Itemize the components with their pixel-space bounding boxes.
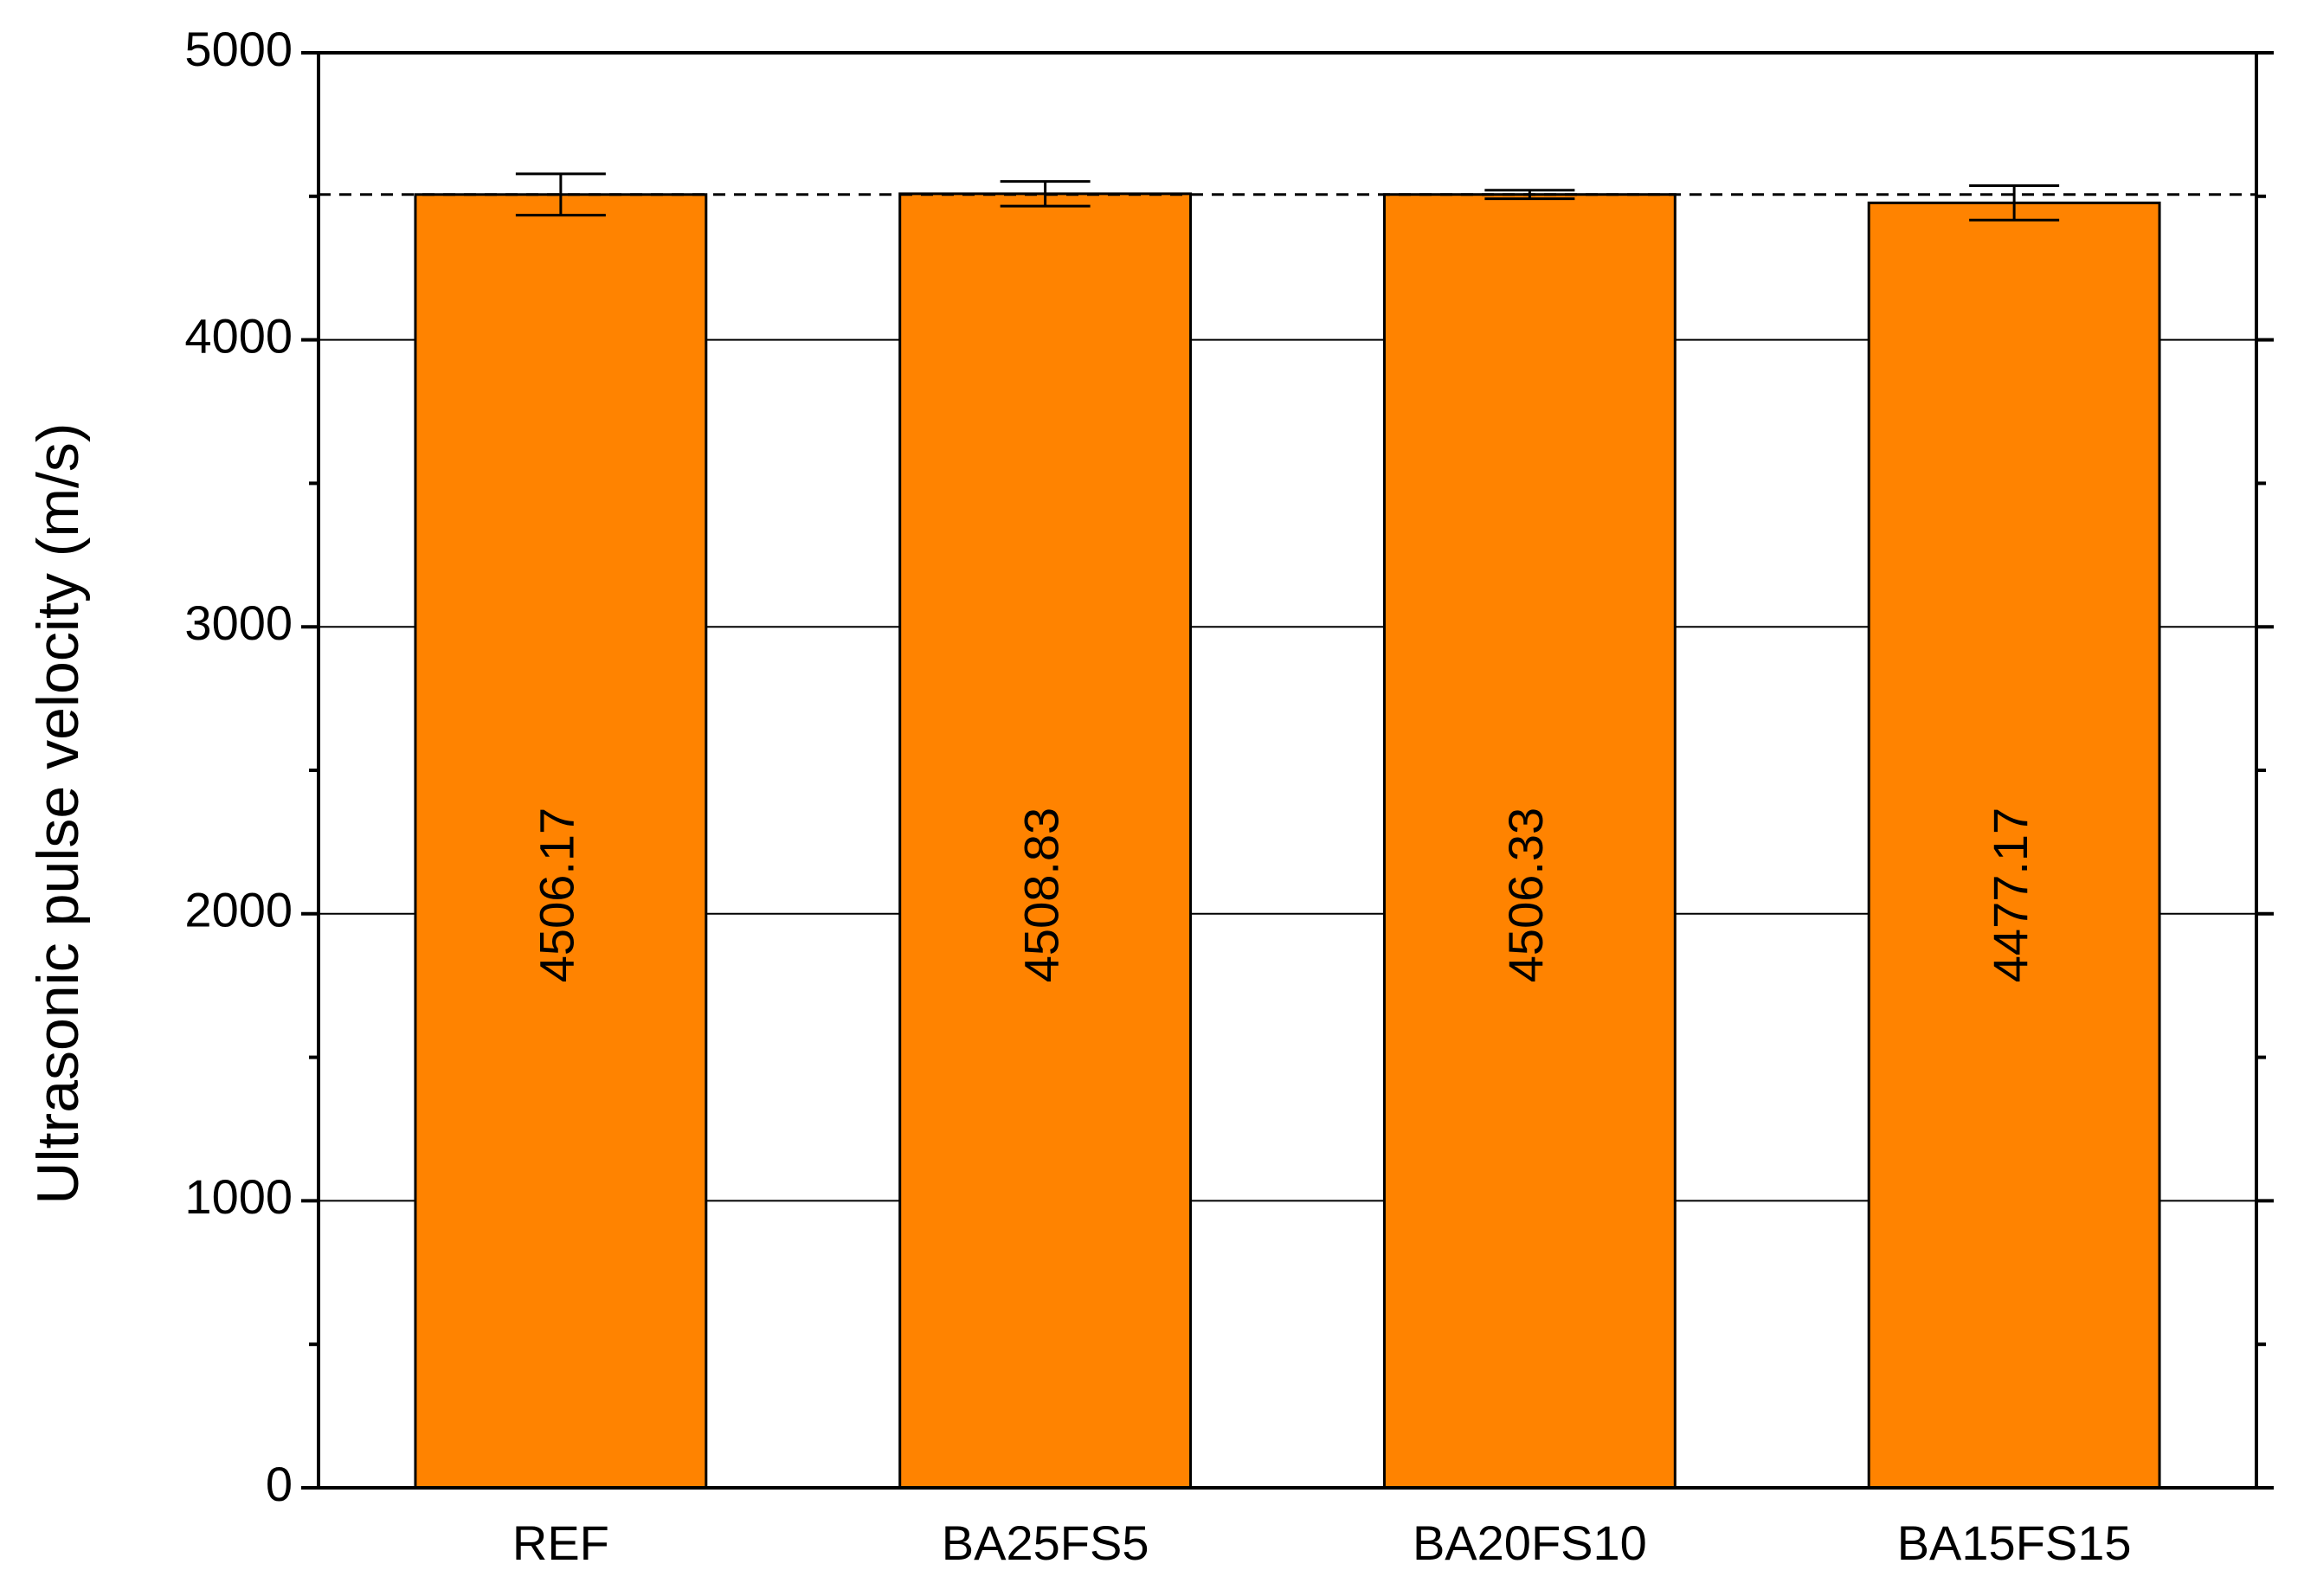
y-tick-label: 0 <box>266 1457 293 1511</box>
bar <box>1867 201 2161 1490</box>
y-tick-label: 4000 <box>184 308 293 363</box>
y-tick-label: 3000 <box>184 595 293 650</box>
y-tick-label: 5000 <box>184 22 293 76</box>
y-axis-label: Ultrasonic pulse velocity (m/s) <box>25 422 91 1204</box>
value-label: 4506.33 <box>1498 808 1553 982</box>
x-tick-label: REF <box>512 1516 609 1570</box>
bar <box>1382 193 1677 1490</box>
value-label: 4506.17 <box>530 808 584 982</box>
value-label: 4477.17 <box>1983 808 2037 982</box>
x-tick-label: BA25FS5 <box>942 1516 1149 1570</box>
x-tick-label: BA20FS10 <box>1413 1516 1647 1570</box>
error-bar <box>1969 183 2060 222</box>
x-tick-label: BA15FS15 <box>1897 1516 2132 1570</box>
y-tick-label: 2000 <box>184 883 293 937</box>
error-bar <box>1000 180 1091 208</box>
error-bar <box>1484 189 1575 201</box>
bar <box>414 193 708 1490</box>
error-bar <box>515 172 606 217</box>
y-tick-label: 1000 <box>184 1169 293 1224</box>
value-label: 4508.83 <box>1014 808 1068 982</box>
